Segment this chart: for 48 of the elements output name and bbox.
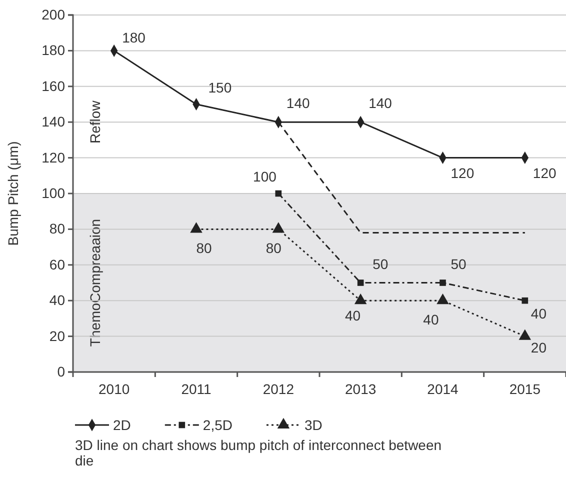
data-label: 120 (450, 164, 474, 181)
point (357, 280, 364, 286)
data-label: 40 (423, 312, 439, 328)
data-label: 40 (345, 308, 361, 324)
data-label: 140 (286, 95, 310, 112)
data-label: 180 (122, 30, 146, 46)
x-tick-label: 2010 (98, 380, 130, 397)
point (440, 280, 446, 286)
point (518, 329, 532, 340)
y-tick-label: 60 (49, 256, 66, 272)
x-tick-label: 2013 (345, 380, 376, 397)
data-label: 140 (368, 95, 392, 112)
data-label: 20 (530, 339, 547, 356)
point (275, 190, 282, 197)
y-tick-label: 0 (57, 363, 66, 380)
y-tick-label: 120 (42, 149, 66, 166)
y-tick-label: 160 (42, 78, 66, 94)
point (190, 222, 202, 233)
point (522, 297, 528, 304)
x-tick-label: 2014 (427, 380, 459, 397)
x-tick-label: 2011 (181, 380, 212, 397)
data-label: 50 (450, 256, 467, 272)
x-tick-label: 2012 (262, 380, 294, 397)
band-label: ThemoCompreaaion (86, 218, 103, 347)
y-tick-label: 200 (42, 6, 66, 22)
data-label: 120 (532, 164, 556, 181)
data-label: 150 (208, 79, 232, 96)
data-label: 40 (530, 306, 547, 322)
data-label: 50 (372, 256, 388, 272)
y-tick-label: 80 (49, 220, 66, 237)
point (272, 222, 285, 233)
y-tick-label: 180 (42, 42, 66, 58)
legend-label: 3D (304, 416, 322, 433)
point (354, 294, 367, 304)
data-label: 80 (266, 240, 282, 256)
annotation: Reflow (86, 100, 103, 144)
y-axis-title: Bump Pitch (μm) (5, 141, 21, 246)
y-tick-label: 40 (49, 292, 66, 308)
text: 3D line on chart shows bump pitch of interconnect between die (75, 437, 442, 468)
y-tick-label: 140 (42, 114, 66, 130)
legend-label: 2,5D (202, 416, 232, 433)
data-label: 80 (196, 240, 212, 256)
data-label: 100 (253, 168, 277, 184)
legend-label: 2D (113, 416, 131, 433)
y-tick-label: 20 (49, 328, 66, 344)
y-tick-label: 100 (42, 184, 66, 201)
point (436, 294, 449, 304)
x-tick-label: 2015 (509, 380, 541, 397)
